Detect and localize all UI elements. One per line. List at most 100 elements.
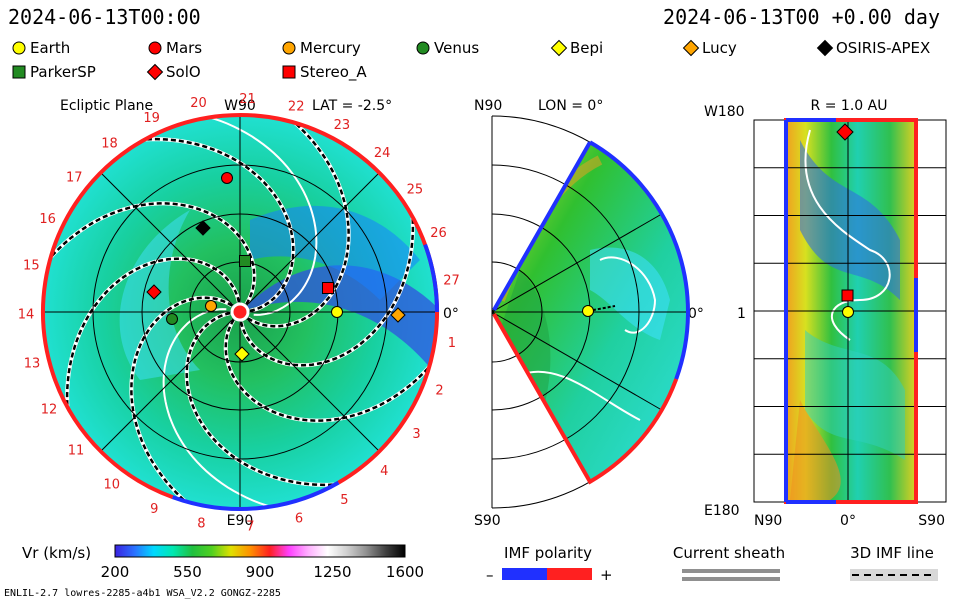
imf-spirals: [44, 116, 436, 508]
imf-spiral-line: [44, 202, 256, 305]
legend-mercury-marker: [282, 41, 296, 55]
imf-polarity-label: IMF polarity: [504, 544, 592, 562]
current-sheath-line: [162, 308, 306, 508]
ecliptic-bepi-marker: [234, 346, 250, 362]
rim-number-12: 12: [41, 402, 58, 417]
rim-number-18: 18: [101, 136, 118, 151]
rim-number-23: 23: [334, 118, 351, 133]
ecliptic-panel: Ecliptic Plane W90 LAT = -2.5° E90 0° 12…: [18, 92, 460, 535]
rim-number-11: 11: [68, 444, 85, 459]
imf-spiral-line: [119, 137, 295, 313]
current-sheath-line: [174, 116, 318, 316]
current-sheath-lines: [162, 116, 318, 508]
ecliptic-parkersp-marker: [239, 255, 251, 267]
meridional-top-label: N90: [474, 98, 502, 114]
rim-number-19: 19: [143, 111, 160, 126]
meridional-earth-marker: [582, 305, 594, 317]
rim-number-10: 10: [103, 477, 120, 492]
rim-number-22: 22: [288, 100, 305, 115]
meridional-lon-label: LON = 0°: [538, 98, 603, 114]
legend-stereo-a-marker: [282, 65, 296, 79]
ecliptic-title: Ecliptic Plane: [60, 98, 153, 114]
ecliptic-osiris-apex-marker: [195, 220, 211, 236]
current-sheath-swatch-1: [682, 569, 780, 573]
legend-lucy-marker: [682, 39, 700, 57]
imf-spiral-line: [130, 296, 233, 508]
colorbar: [114, 544, 406, 558]
legend-parkersp-label: ParkerSP: [30, 63, 96, 81]
radial-osiris-apex-marker: [836, 123, 854, 141]
rim-number-27: 27: [443, 273, 460, 288]
ecliptic-mars-marker: [221, 172, 233, 184]
colorbar-tick-200: 200: [101, 563, 130, 581]
colorbar-tick-1250: 1250: [313, 563, 351, 581]
radial-top-label: W180: [704, 104, 745, 120]
rim-number-14: 14: [18, 307, 35, 322]
meridional-bottom-label: S90: [474, 513, 501, 529]
meridional-panel: N90 LON = 0° S90 0°: [474, 98, 704, 529]
radial-sheath-line: [804, 129, 891, 341]
ecliptic-mercury-marker: [205, 300, 217, 312]
radial-x-right: S90: [918, 513, 945, 529]
slow-wind-region: [240, 265, 436, 380]
legend-venus-label: Venus: [434, 39, 479, 57]
ecliptic-rim-positive: [41, 113, 439, 499]
meridional-spoke: [491, 311, 662, 411]
rim-number-26: 26: [430, 226, 447, 241]
colorbar-ticks: 200 550 900 1250 1600: [101, 563, 424, 581]
rim-number-8: 8: [197, 516, 205, 531]
ecliptic-solo-marker: [146, 284, 162, 300]
radial-earth-marker: [842, 306, 854, 318]
legend-parkersp-marker: [12, 65, 26, 79]
radial-left-axis-label: 1: [737, 306, 746, 322]
current-sheath-swatch-2: [682, 577, 780, 581]
colorbar-tick-1600: 1600: [386, 563, 424, 581]
imf-spiral-line: [224, 319, 436, 422]
ecliptic-right-label: 0°: [443, 306, 459, 322]
ecliptic-top-label: W90: [224, 98, 256, 114]
rim-number-1: 1: [448, 336, 456, 351]
legend-solo-label: SolO: [166, 63, 201, 81]
radial-bottom-label: E180: [704, 503, 740, 519]
meridional-fast-region: [590, 247, 670, 340]
colorbar-tick-900: 900: [246, 563, 275, 581]
rim-number-3: 3: [412, 427, 420, 442]
imf-spiral-line: [239, 191, 415, 367]
rim-number-4: 4: [380, 464, 388, 479]
meridional-slow-region: [500, 270, 551, 420]
radial-x-left: N90: [754, 513, 782, 529]
legend-earth-label: Earth: [30, 39, 70, 57]
body-legend: Earth Mars Mercury Venus Bepi Lucy OSIRIS-APEX…: [12, 39, 930, 82]
meridional-rim-negative: [492, 140, 690, 380]
imf-polarity-minus: –: [486, 566, 494, 584]
meridional-imf-line: [587, 305, 616, 312]
legend-mars-marker: [148, 41, 162, 55]
rim-number-9: 9: [150, 502, 158, 517]
radial-hot-region: [790, 400, 841, 500]
rim-number-2: 2: [435, 383, 443, 398]
current-sheath-legend: Current sheath: [673, 544, 785, 581]
rim-number-15: 15: [23, 259, 40, 274]
meridional-spoke: [491, 213, 662, 313]
current-sheath-label: Current sheath: [673, 544, 785, 562]
imf-polarity-legend: IMF polarity – +: [486, 544, 613, 584]
imf-polarity-negative-swatch: [502, 568, 547, 580]
ecliptic-lucy-marker: [390, 307, 406, 323]
meridional-right-label: 0°: [688, 306, 704, 322]
datetime-right: 2024-06-13T00 +0.00 day: [663, 5, 940, 29]
imf-polarity-plus: +: [600, 566, 613, 584]
legend-solo-marker: [146, 63, 164, 81]
rim-number-24: 24: [374, 146, 391, 161]
colorbar-tick-550: 550: [173, 563, 202, 581]
legend-lucy-label: Lucy: [702, 39, 737, 57]
ecliptic-stereo-a-marker: [322, 282, 334, 294]
radial-stereo-a-marker: [841, 289, 854, 302]
ecliptic-lat-label: LAT = -2.5°: [312, 98, 392, 114]
rim-number-17: 17: [66, 171, 83, 186]
radial-title: R = 1.0 AU: [811, 98, 888, 114]
rim-number-6: 6: [295, 512, 303, 527]
radial-x-mid: 0°: [840, 513, 856, 529]
radial-slow-region: [800, 140, 900, 300]
footer-text: ENLIL-2.7 lowres-2285-a4b1 WSA_V2.2 GONG…: [4, 588, 281, 599]
